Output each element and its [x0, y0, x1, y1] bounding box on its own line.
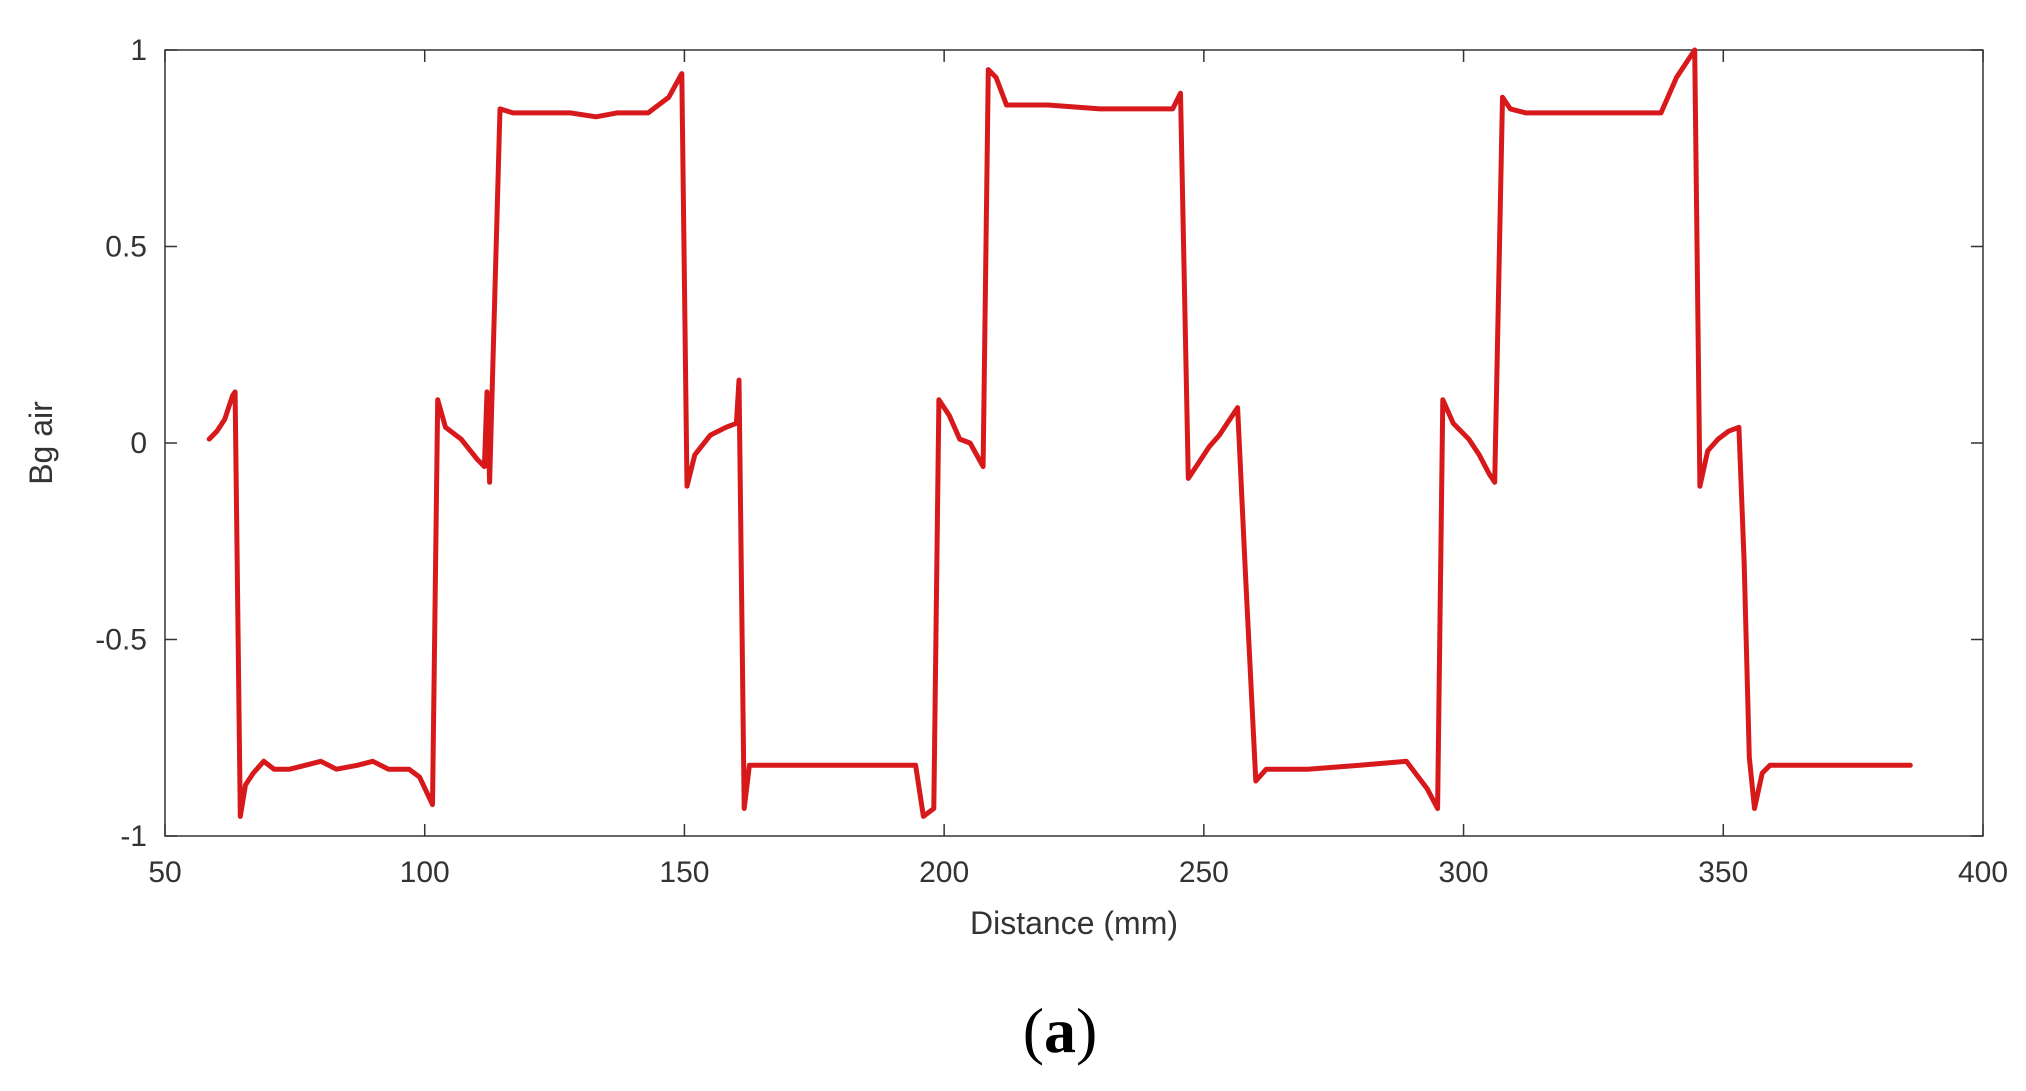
x-tick-label: 100 — [400, 856, 450, 889]
x-tick-label: 400 — [1958, 856, 2008, 889]
caption-open-paren: ( — [1023, 995, 1044, 1066]
x-tick-label: 50 — [148, 856, 181, 889]
series-line — [206, 47, 1913, 819]
y-tick-label: 1 — [130, 34, 147, 67]
x-tick-label: 150 — [659, 856, 709, 889]
y-tick-label: 0.5 — [105, 231, 147, 264]
x-tick-label: 250 — [1179, 856, 1229, 889]
x-tick-label: 350 — [1698, 856, 1748, 889]
series-layer — [206, 47, 1913, 819]
y-axis-label: Bg air — [23, 401, 59, 485]
x-axis-label: Distance (mm) — [970, 905, 1178, 941]
x-tick-label: 200 — [919, 856, 969, 889]
y-tick-label: -1 — [120, 820, 147, 853]
x-axis-ticks: 50 100 150 200 250 300 350 400 — [148, 50, 2008, 889]
axes-box — [164, 49, 1984, 837]
caption-close-paren: ) — [1076, 995, 1097, 1066]
caption-letter: a — [1044, 995, 1076, 1066]
y-tick-label: 0 — [130, 427, 147, 460]
plot-area: 50 100 150 200 250 300 350 400 -1 -0.5 0 0.5 1 — [95, 34, 2008, 889]
x-tick-label: 300 — [1439, 856, 1489, 889]
figure-caption: (a) — [1023, 995, 1098, 1066]
y-tick-label: -0.5 — [95, 624, 147, 657]
y-axis-ticks: -1 -0.5 0 0.5 1 — [95, 34, 1983, 853]
